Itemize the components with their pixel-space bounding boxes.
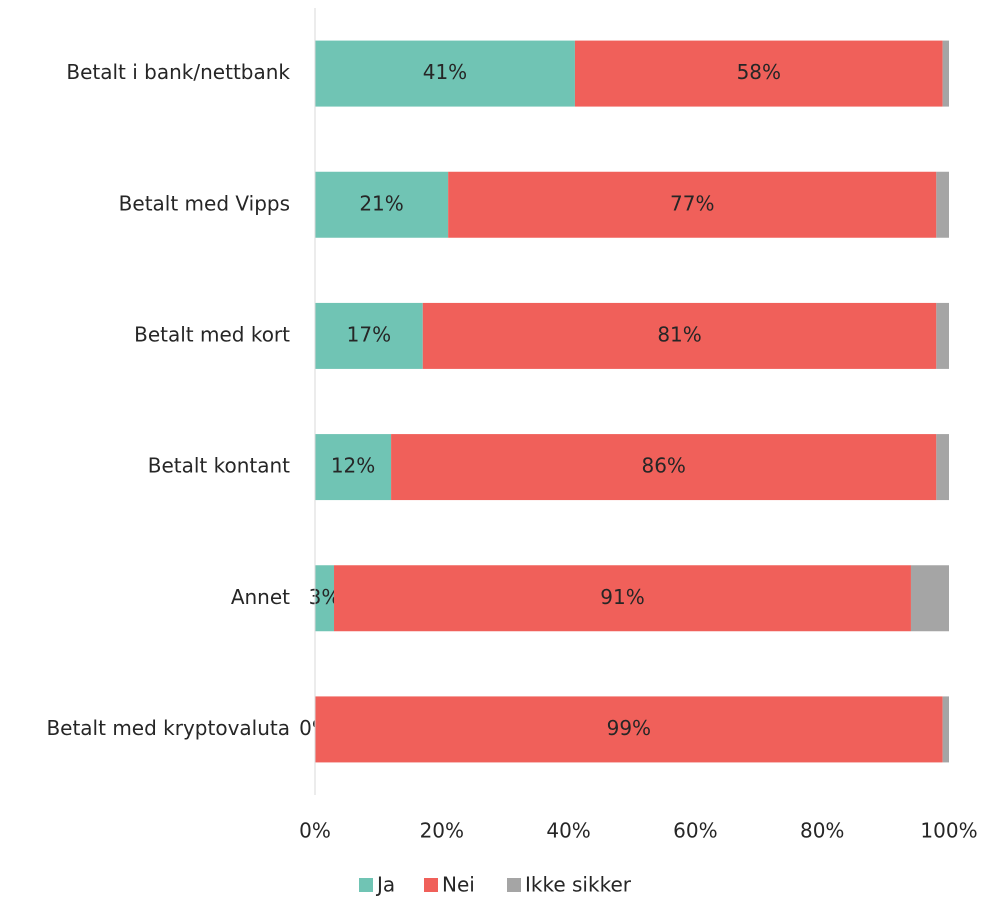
bar-segment [315, 696, 943, 763]
legend-label: Nei [442, 873, 475, 897]
x-tick-label: 0% [299, 819, 331, 843]
data-label: 58% [737, 60, 781, 84]
bar-segment [422, 302, 937, 369]
data-label: 99% [607, 716, 651, 740]
bar-segment [942, 40, 949, 107]
legend-label: Ikke sikker [525, 873, 632, 897]
x-tick-label: 100% [920, 819, 977, 843]
category-label: Betalt med Vipps [119, 191, 290, 215]
bar-segment [910, 565, 949, 632]
data-label: 21% [359, 191, 403, 215]
legend-label: Ja [375, 873, 395, 897]
category-label: Annet [231, 585, 290, 609]
category-label: Betalt i bank/nettbank [66, 60, 290, 84]
bar-segment [936, 302, 949, 369]
bar-segment [448, 171, 937, 238]
bar-segment [574, 40, 943, 107]
bar-segment [334, 565, 911, 632]
data-label: 81% [657, 322, 701, 346]
data-label: 77% [670, 191, 714, 215]
x-tick-label: 60% [673, 819, 717, 843]
data-label: 91% [600, 585, 644, 609]
bar-segment [936, 171, 949, 238]
category-label: Betalt kontant [148, 454, 290, 478]
x-tick-label: 20% [420, 819, 464, 843]
bar-segment [315, 565, 335, 632]
bar-segment [936, 434, 949, 501]
legend-swatch [359, 878, 373, 892]
bar-segment [942, 696, 949, 763]
data-label: 17% [347, 322, 391, 346]
data-label: 86% [641, 454, 685, 478]
x-tick-label: 40% [546, 819, 590, 843]
data-label: 12% [331, 454, 375, 478]
bar-segment [315, 171, 449, 238]
bar-segment [315, 302, 423, 369]
bar-segment [391, 434, 937, 501]
bar-segment [315, 434, 392, 501]
category-label: Betalt med kort [134, 322, 290, 346]
data-label: 41% [423, 60, 467, 84]
x-tick-label: 80% [800, 819, 844, 843]
bar-segment [315, 40, 575, 107]
legend-swatch [424, 878, 438, 892]
category-label: Betalt med kryptovaluta [46, 716, 290, 740]
legend-swatch [507, 878, 521, 892]
